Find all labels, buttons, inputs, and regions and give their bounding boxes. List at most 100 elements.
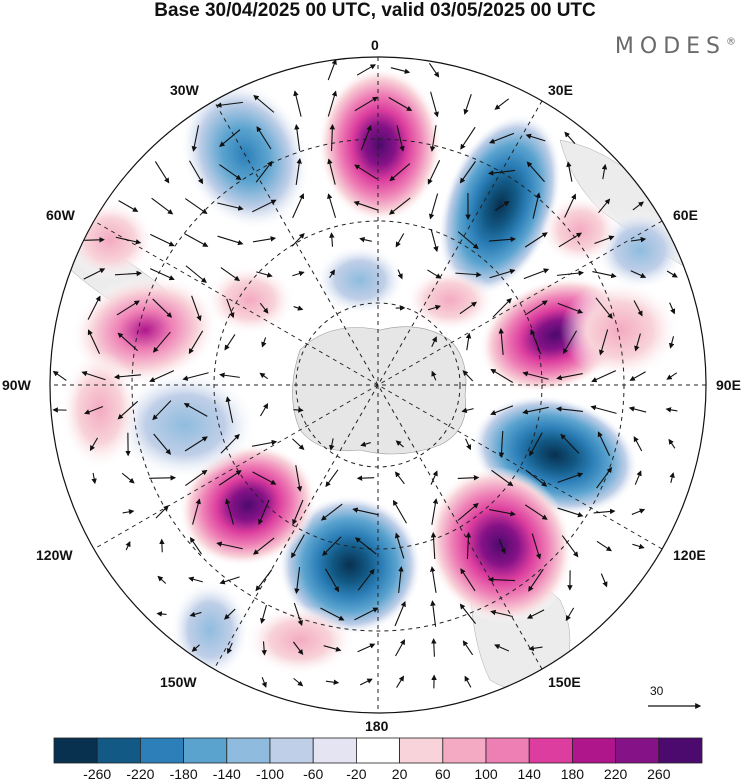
wind-vector: [388, 197, 411, 215]
wind-vector: [320, 607, 345, 621]
colorbar-tick-label: 20: [391, 766, 408, 782]
wind-vector: [598, 329, 609, 356]
colorbar-tick-label: 60: [435, 766, 451, 782]
wind-vector: [258, 499, 270, 525]
meridian-label-120w: 120W: [36, 547, 73, 563]
wind-vector: [523, 268, 550, 280]
wind-vector: [292, 499, 304, 526]
wind-vector: [357, 568, 375, 591]
wind-vector: [260, 605, 267, 624]
colorbar-tick-label: -260: [83, 766, 112, 782]
colorbar-cell: [269, 737, 314, 764]
anomaly-contour: [560, 280, 680, 380]
wind-vector: [495, 200, 510, 211]
wind-vector: [159, 538, 165, 553]
wind-vector: [184, 233, 209, 247]
wind-vector: [394, 471, 405, 485]
anomaly-contour: [205, 265, 295, 335]
wind-vector: [395, 639, 406, 657]
wind-vector: [149, 268, 175, 281]
wind-vector: [325, 679, 340, 685]
wind-vector: [431, 370, 437, 381]
meridian-label-90w: 90W: [2, 377, 31, 393]
wind-vector: [562, 330, 578, 355]
wind-vector: [218, 470, 242, 486]
anomaly-field: [50, 57, 706, 713]
wind-vector: [390, 67, 411, 74]
wind-vector: [191, 295, 202, 322]
wind-vector: [152, 400, 172, 421]
wind-vector: [633, 436, 643, 452]
meridian-label-90e: 90E: [716, 377, 741, 393]
wind-vector: [488, 236, 517, 243]
wind-vector: [498, 538, 506, 555]
wind-vector: [359, 236, 372, 243]
wind-vector: [322, 536, 342, 557]
wind-vector: [84, 406, 104, 415]
wind-vector: [295, 465, 303, 492]
wind-vector: [329, 269, 336, 279]
wind-vector: [329, 438, 335, 451]
wind-vector: [596, 540, 612, 552]
wind-vector: [526, 161, 545, 183]
wind-vector: [631, 508, 646, 515]
wind-vector: [323, 645, 342, 652]
wind-vector: [459, 161, 476, 184]
wind-vector: [261, 641, 267, 656]
meridian-label-120e: 120E: [673, 547, 706, 563]
anomaly-contour: [426, 466, 574, 624]
wind-vector: [465, 531, 472, 560]
meridian-line: [213, 100, 543, 670]
wind-vector: [252, 236, 277, 243]
wind-vector: [354, 96, 379, 112]
wind-vector: [430, 470, 438, 485]
colorbar-tick-label: -140: [212, 766, 241, 782]
wind-vector: [217, 235, 244, 246]
meridian-label-150e: 150E: [548, 674, 581, 690]
colorbar-cell: [442, 737, 487, 764]
wind-vector: [121, 472, 135, 484]
wind-vector: [531, 533, 542, 560]
map-title: Base 30/04/2025 00 UTC, valid 03/05/2025…: [154, 0, 596, 21]
wind-vector: [430, 91, 439, 118]
wind-vector: [632, 543, 645, 550]
wind-vector: [182, 372, 209, 381]
wind-vector: [395, 440, 404, 448]
wind-vector: [492, 297, 512, 318]
wind-vector: [185, 198, 208, 215]
wind-vector: [490, 368, 514, 383]
colorbar-tick-label: -60: [303, 766, 324, 782]
wind-vector: [394, 600, 406, 627]
anomaly-contour: [405, 268, 495, 332]
wind-vector: [564, 193, 576, 218]
colorbar-tick-label: -20: [346, 766, 367, 782]
wind-vector: [261, 337, 267, 348]
wind-vector: [430, 600, 437, 627]
wind-vector: [116, 300, 140, 316]
wind-vector: [252, 199, 277, 213]
wind-vector: [565, 607, 575, 622]
wind-vector: [360, 441, 371, 447]
wind-vector: [522, 406, 549, 415]
colorbar-tick-label: 260: [647, 766, 671, 782]
wind-vector: [293, 407, 304, 413]
wind-vector: [557, 270, 585, 276]
wind-vector: [528, 568, 544, 592]
wind-vector: [354, 164, 378, 180]
anomaly-contour: [60, 350, 140, 470]
wind-vector: [460, 568, 476, 592]
wind-vector: [600, 573, 608, 588]
wind-vector: [359, 678, 373, 686]
wind-vector: [149, 475, 177, 481]
wind-vector: [217, 202, 244, 211]
wind-vector: [154, 161, 170, 184]
wind-vector: [590, 405, 617, 414]
wind-vector: [396, 125, 405, 152]
wind-vector: [115, 236, 142, 245]
colorbar-tick-label: 140: [517, 766, 541, 782]
wind-vector: [354, 607, 379, 621]
wind-vector: [526, 609, 545, 619]
wind-vector: [634, 470, 642, 485]
wind-vector: [152, 331, 171, 353]
wind-vector: [457, 475, 480, 481]
